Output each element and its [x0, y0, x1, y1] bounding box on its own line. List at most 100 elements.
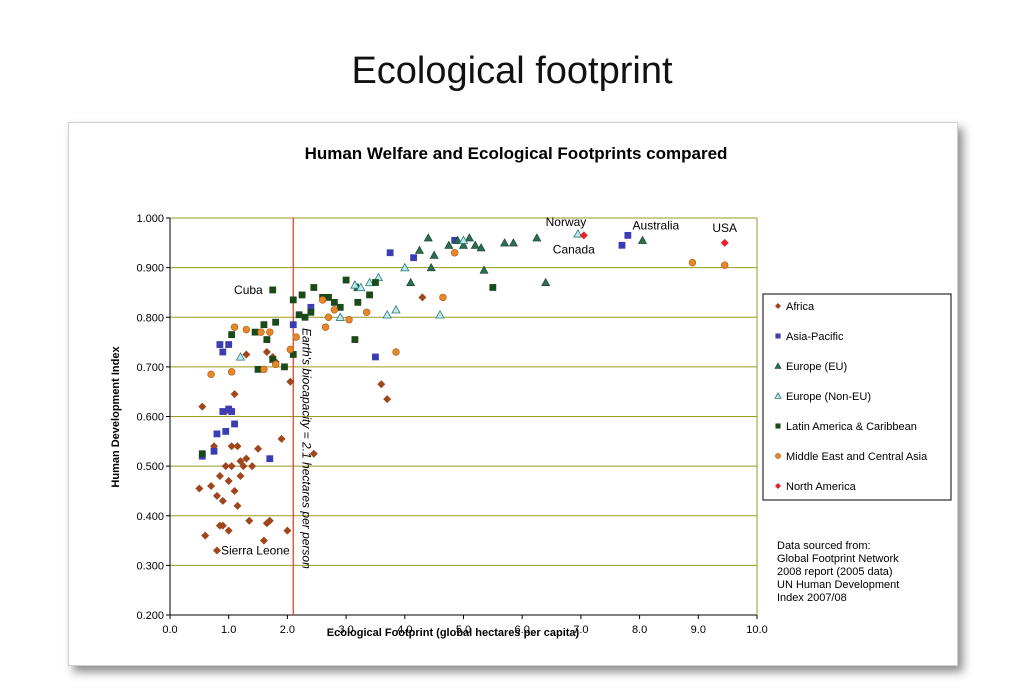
x-tick-label: 10.0 [746, 624, 767, 636]
point-asia-pacific [618, 241, 626, 249]
point-middle-east-and-central-asia [318, 296, 327, 304]
point-latin-america-caribbean [325, 294, 332, 301]
x-tick-label: 8.0 [632, 624, 647, 636]
point-latin-america-caribbean [251, 328, 259, 336]
point-africa [230, 486, 239, 495]
point-latin-america-caribbean [269, 286, 277, 294]
point-europe-non-eu [382, 309, 392, 319]
point-middle-east-and-central-asia [230, 323, 239, 331]
point-africa [224, 477, 233, 486]
annotation-label: USA [712, 221, 737, 235]
point-asia-pacific [624, 231, 632, 239]
point-africa [239, 462, 248, 471]
point-middle-east-and-central-asia [227, 368, 236, 376]
y-tick-label: 0.200 [136, 610, 164, 622]
point-latin-america-caribbean [269, 356, 277, 363]
point-latin-america-caribbean [372, 279, 379, 286]
point-middle-east-and-central-asia [207, 370, 215, 379]
legend-entry: Africa [786, 301, 815, 313]
point-latin-america-caribbean [336, 303, 344, 311]
point-north-america [720, 238, 729, 247]
point-asia-pacific [225, 341, 233, 348]
point-asia-pacific [410, 254, 418, 262]
point-africa [286, 377, 295, 386]
point-europe-non-eu [350, 280, 360, 289]
point-europe-eu [476, 243, 486, 252]
point-africa [265, 516, 274, 525]
point-africa [207, 481, 216, 490]
point-middle-east-and-central-asia [271, 360, 280, 369]
point-europe-eu [638, 235, 648, 244]
point-europe-eu [464, 233, 474, 242]
point-africa [242, 454, 251, 463]
series-north-america [579, 231, 729, 247]
point-europe-eu [470, 240, 480, 249]
legend-marker-africa [775, 303, 781, 309]
annotation-label: Sierra Leone [221, 543, 290, 557]
legend-entry: Asia-Pacific [786, 331, 844, 343]
point-africa [212, 491, 221, 500]
legend-marker-north-america [775, 483, 781, 489]
biocapacity-label: Earth's biocapacity = 2.1 hectares per p… [299, 328, 313, 569]
point-latin-america-caribbean [260, 321, 268, 329]
legend-entry: North America [786, 481, 857, 493]
source-note-line: Data sourced from: [777, 540, 871, 552]
x-tick-label: 0.0 [162, 624, 177, 636]
point-latin-america-caribbean [289, 351, 297, 358]
point-africa [283, 526, 292, 535]
legend-marker-middle-east-and-central-asia [775, 453, 781, 459]
point-africa [377, 380, 386, 389]
y-tick-label: 0.400 [136, 511, 164, 523]
point-europe-eu [426, 263, 436, 272]
point-asia-pacific [216, 341, 224, 348]
point-africa [198, 402, 207, 411]
point-africa [309, 449, 318, 458]
point-asia-pacific [372, 353, 379, 361]
point-europe-eu [453, 235, 463, 244]
gridlines [170, 217, 757, 566]
point-africa [201, 531, 210, 540]
point-europe-eu [532, 233, 542, 242]
point-asia-pacific [210, 447, 218, 455]
point-africa [248, 462, 257, 471]
point-europe-eu [541, 277, 551, 287]
x-axis-label: Ecological Footprint (global hectares pe… [327, 627, 580, 639]
point-europe-eu [429, 250, 439, 259]
series-middle-east-and-central-asia [207, 249, 729, 379]
point-asia-pacific [266, 455, 274, 463]
source-note-line: Global Footprint Network [777, 553, 899, 565]
point-latin-america-caribbean [254, 365, 262, 373]
y-tick-label: 1.000 [136, 213, 164, 225]
point-latin-america-caribbean [330, 298, 338, 306]
series-africa [195, 293, 427, 555]
point-middle-east-and-central-asia [688, 258, 697, 267]
point-europe-non-eu [391, 304, 401, 314]
x-tick-label: 5.0 [456, 624, 471, 636]
y-tick-label: 0.700 [136, 362, 164, 374]
axes [166, 217, 758, 619]
point-latin-america-caribbean [307, 308, 315, 316]
point-europe-non-eu [458, 235, 469, 244]
point-middle-east-and-central-asia [292, 333, 300, 341]
series-asia-pacific [198, 231, 632, 463]
legend-marker-asia-pacific [775, 333, 781, 339]
source-note: Data sourced from:Global Footprint Netwo… [777, 540, 899, 604]
point-africa [245, 516, 254, 525]
point-africa [227, 442, 236, 451]
point-middle-east-and-central-asia [450, 249, 459, 257]
point-annotations: Norway Canada Australia USA Cuba Sierra Leone [221, 215, 737, 558]
point-europe-eu [500, 238, 510, 247]
chart-frame: Human Welfare and Ecological Footprints … [68, 122, 958, 666]
point-africa [259, 536, 268, 545]
point-africa [242, 350, 251, 359]
point-middle-east-and-central-asia [392, 348, 400, 356]
y-tick-label: 0.500 [136, 461, 164, 473]
point-latin-america-caribbean [310, 284, 318, 291]
point-europe-non-eu [335, 312, 345, 321]
point-africa [218, 496, 227, 505]
legend-box [762, 293, 952, 501]
point-africa [383, 395, 392, 404]
point-africa [212, 546, 221, 555]
point-middle-east-and-central-asia [362, 308, 371, 316]
point-north-america [579, 231, 588, 240]
